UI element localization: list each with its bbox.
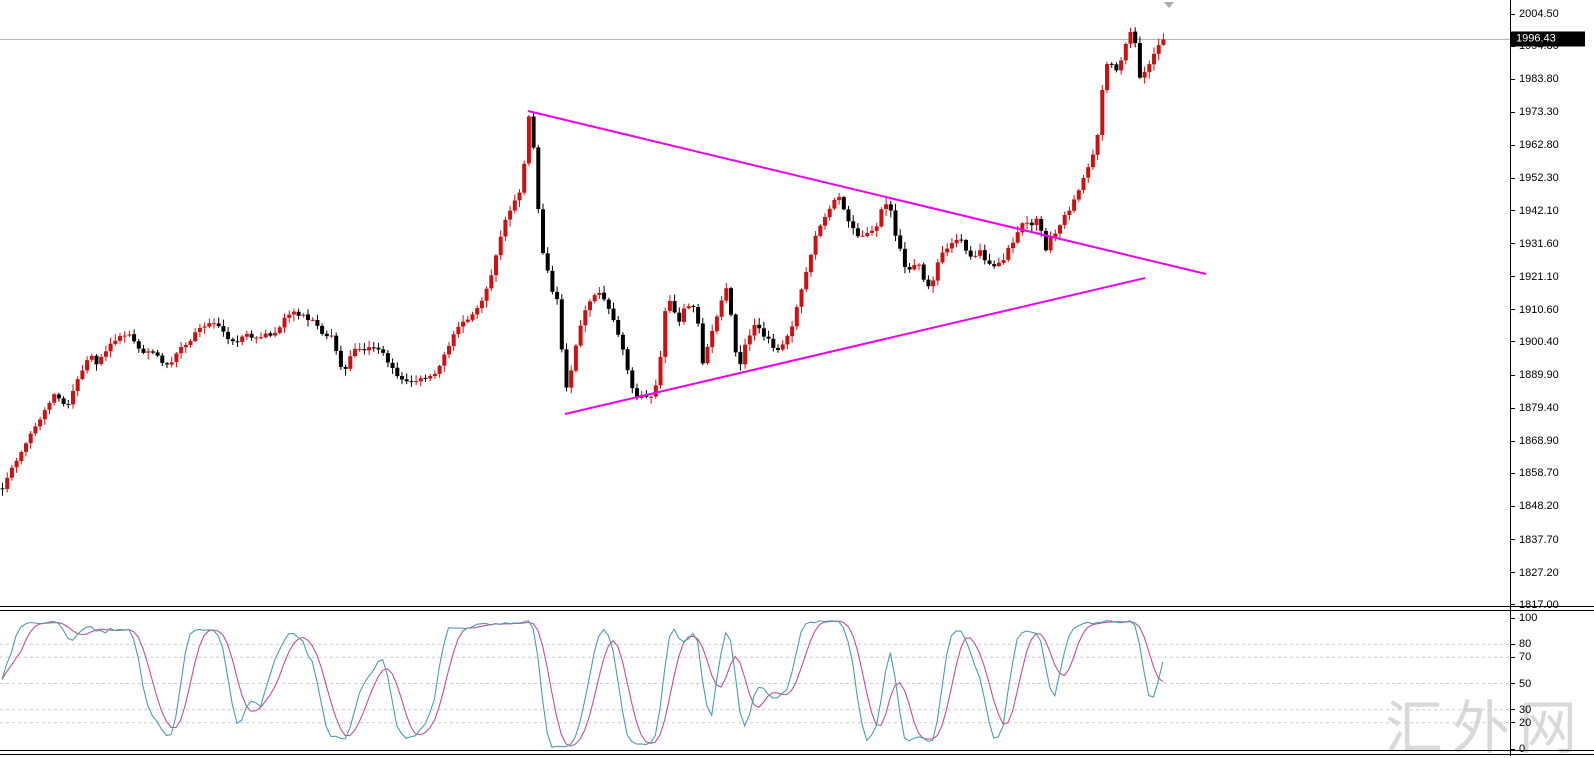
trendline-lower-ascending[interactable] — [564, 277, 1146, 415]
price-axis-label: 1921.10 — [1510, 271, 1559, 283]
price-axis-label: 1868.90 — [1510, 435, 1559, 447]
axis-tick — [1510, 407, 1515, 409]
price-axis-label-text: 1868.90 — [1519, 435, 1559, 448]
price-axis-label: 1942.10 — [1510, 205, 1559, 217]
price-axis-label: 1889.90 — [1510, 369, 1559, 381]
oscillator-axis-label: 30 — [1510, 704, 1531, 716]
current-price-label: 1996.43 — [1511, 31, 1585, 47]
price-axis-label: 1879.40 — [1510, 402, 1559, 414]
price-axis-label: 1837.70 — [1510, 534, 1559, 546]
axis-tick — [1510, 539, 1515, 541]
panel-divider-bottom[interactable] — [0, 610, 1594, 611]
price-axis-label: 1983.80 — [1510, 73, 1559, 85]
watermark-text: 汇外网 — [1385, 694, 1587, 758]
oscillator-axis-label-text: 20 — [1519, 716, 1532, 729]
oscillator-axis-label-text: 80 — [1519, 638, 1532, 651]
price-axis-label: 1910.60 — [1510, 304, 1559, 316]
oscillator-axis-label-text: 0 — [1519, 743, 1526, 755]
price-axis-label-text: 1817.00 — [1519, 598, 1559, 611]
price-axis-label-text: 1848.20 — [1519, 500, 1559, 513]
axis-tick — [1510, 604, 1515, 606]
axis-tick — [1510, 656, 1515, 658]
axis-tick — [1510, 722, 1515, 724]
oscillator-axis-label: 50 — [1510, 678, 1531, 690]
triangle-trendlines[interactable] — [527, 110, 1207, 415]
price-axis-label: 1973.30 — [1510, 106, 1559, 118]
price-axis-label-text: 1983.80 — [1519, 73, 1559, 86]
price-axis-label: 1827.20 — [1510, 567, 1559, 579]
oscillator-axis-label: 0 — [1510, 743, 1525, 755]
price-axis-label-text: 1952.30 — [1519, 172, 1559, 185]
price-axis-label-text: 1827.20 — [1519, 566, 1559, 579]
candlesticks-layer[interactable] — [0, 27, 1166, 496]
oscillator-axis-label-text: 100 — [1519, 612, 1538, 624]
price-axis-label: 1817.00 — [1510, 599, 1559, 611]
price-axis-label-text: 1900.40 — [1519, 335, 1559, 348]
price-axis-label: 1931.60 — [1510, 238, 1559, 250]
axis-tick — [1510, 709, 1515, 711]
price-axis-label-text: 1889.90 — [1519, 369, 1559, 382]
chart-shift-marker-icon[interactable] — [1164, 2, 1174, 8]
axis-tick — [1510, 505, 1515, 507]
axis-tick — [1510, 177, 1515, 179]
price-axis-label: 1848.20 — [1510, 500, 1559, 512]
oscillator-axis-label-text: 70 — [1519, 651, 1532, 664]
axis-tick — [1510, 78, 1515, 80]
axis-tick — [1510, 13, 1515, 15]
price-axis-label-text: 1962.80 — [1519, 139, 1559, 152]
oscillator-axis-label: 80 — [1510, 638, 1531, 650]
axis-tick — [1510, 309, 1515, 311]
oscillator-axis-label-text: 30 — [1519, 703, 1532, 716]
axis-tick — [1510, 617, 1515, 619]
oscillator-lines — [1, 619, 1164, 748]
axis-tick — [1510, 472, 1515, 474]
price-axis-label: 1900.40 — [1510, 336, 1559, 348]
axis-tick — [1510, 341, 1515, 343]
price-axis-label-text: 1858.70 — [1519, 467, 1559, 480]
price-axis-label-text: 1973.30 — [1519, 106, 1559, 119]
price-axis-label-text: 1910.60 — [1519, 303, 1559, 316]
axis-tick — [1510, 374, 1515, 376]
price-axis-label: 2004.50 — [1510, 8, 1559, 20]
axis-tick — [1510, 683, 1515, 684]
axis-tick — [1510, 144, 1515, 146]
price-axis-label-text: 1879.40 — [1519, 402, 1559, 415]
price-axis-label-text: 1837.70 — [1519, 533, 1559, 546]
price-axis-label: 1858.70 — [1510, 467, 1559, 479]
price-axis-label: 1952.30 — [1510, 172, 1559, 184]
axis-tick — [1510, 572, 1515, 574]
axis-tick — [1510, 210, 1515, 212]
axis-tick — [1510, 111, 1515, 113]
axis-tick — [1510, 748, 1515, 750]
chart-bottom-border-top — [0, 750, 1594, 751]
price-axis-label-text: 2004.50 — [1519, 8, 1559, 20]
price-axis-label-text: 1942.10 — [1519, 204, 1559, 217]
oscillator-gridlines — [0, 643, 1510, 724]
oscillator-axis-label: 100 — [1510, 612, 1537, 624]
panel-divider-top[interactable] — [0, 606, 1594, 607]
price-axis-line[interactable] — [1510, 0, 1511, 756]
trendline-upper-descending[interactable] — [527, 110, 1207, 275]
chart-bottom-border-bottom — [0, 754, 1594, 755]
oscillator-k-line — [1, 619, 1164, 748]
axis-tick — [1510, 643, 1515, 645]
oscillator-axis-label: 70 — [1510, 651, 1531, 663]
axis-tick — [1510, 243, 1515, 245]
price-axis-label: 1962.80 — [1510, 139, 1559, 151]
oscillator-axis-label-text: 50 — [1519, 677, 1532, 690]
axis-tick — [1510, 440, 1515, 442]
axis-tick — [1510, 276, 1515, 278]
oscillator-d-line — [1, 620, 1164, 747]
oscillator-axis-label: 20 — [1510, 717, 1531, 729]
price-axis-label-text: 1921.10 — [1519, 270, 1559, 283]
price-axis-label-text: 1931.60 — [1519, 237, 1559, 250]
